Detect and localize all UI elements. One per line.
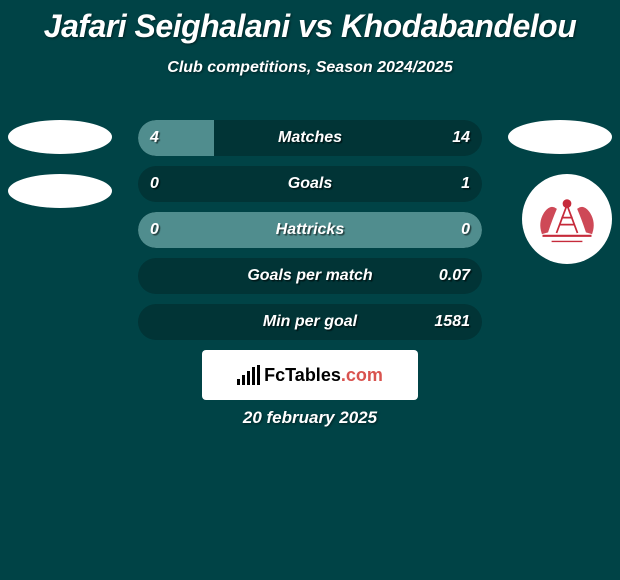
club-badge-icon bbox=[522, 174, 612, 264]
stat-row: 0Hattricks0 bbox=[138, 212, 482, 248]
brand-suffix: .com bbox=[341, 365, 383, 385]
left-player-badges bbox=[8, 120, 118, 228]
subtitle: Club competitions, Season 2024/2025 bbox=[0, 59, 620, 77]
stat-row: 0Goals1 bbox=[138, 166, 482, 202]
club-badge-icon bbox=[508, 120, 612, 154]
date-text: 20 february 2025 bbox=[0, 408, 620, 428]
right-player-badges bbox=[502, 120, 612, 264]
stat-right-value: 1581 bbox=[434, 304, 470, 340]
crest-icon bbox=[531, 191, 603, 247]
stat-row: Goals per match0.07 bbox=[138, 258, 482, 294]
stat-label: Matches bbox=[138, 120, 482, 156]
page-title: Jafari Seighalani vs Khodabandelou bbox=[0, 0, 620, 45]
stat-label: Min per goal bbox=[138, 304, 482, 340]
stat-label: Hattricks bbox=[138, 212, 482, 248]
stat-right-value: 0.07 bbox=[439, 258, 470, 294]
comparison-rows: 4Matches140Goals10Hattricks0Goals per ma… bbox=[138, 120, 482, 350]
stat-right-value: 14 bbox=[452, 120, 470, 156]
stat-label: Goals bbox=[138, 166, 482, 202]
brand-text: FcTables.com bbox=[264, 365, 383, 386]
stat-right-value: 1 bbox=[461, 166, 470, 202]
club-badge-icon bbox=[8, 174, 112, 208]
stat-right-value: 0 bbox=[461, 212, 470, 248]
stat-label: Goals per match bbox=[138, 258, 482, 294]
bars-icon bbox=[237, 365, 260, 385]
stat-row: Min per goal1581 bbox=[138, 304, 482, 340]
stat-row: 4Matches14 bbox=[138, 120, 482, 156]
brand-box: FcTables.com bbox=[202, 350, 418, 400]
brand-name: FcTables bbox=[264, 365, 341, 385]
club-badge-icon bbox=[8, 120, 112, 154]
brand-logo: FcTables.com bbox=[237, 365, 383, 386]
